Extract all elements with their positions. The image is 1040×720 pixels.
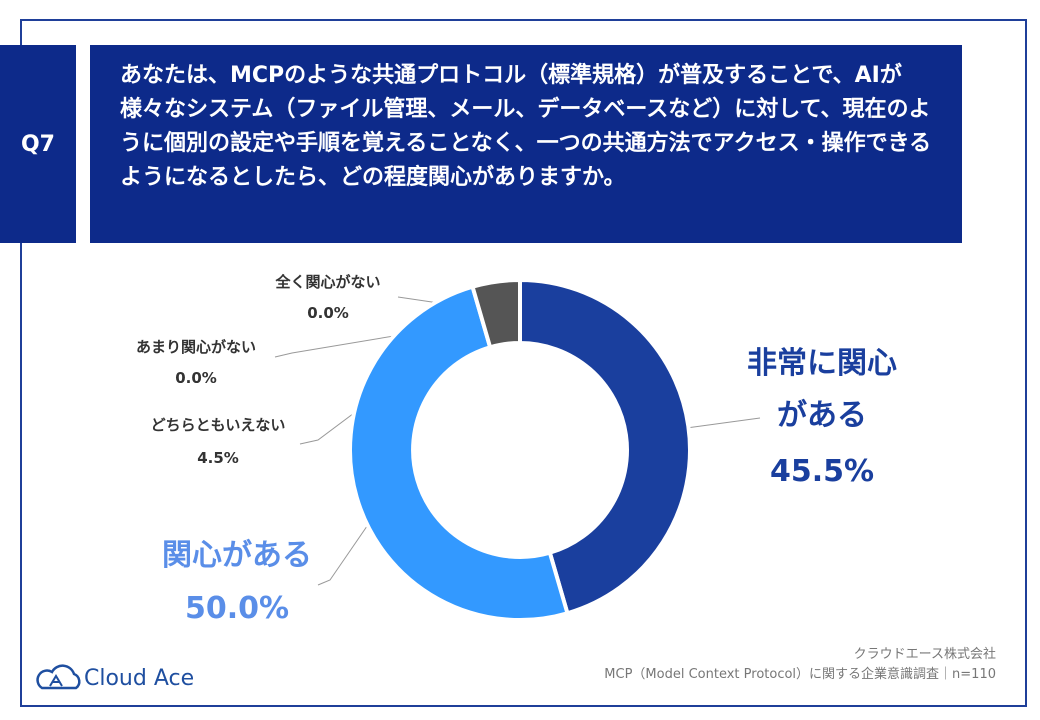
survey: MCP（Model Context Protocol）に関する企業意識調査｜n=… <box>604 667 996 682</box>
logo-icon <box>36 664 81 690</box>
value-label: 4.5% <box>197 449 239 467</box>
value-label: 50.0% <box>184 591 290 626</box>
slice <box>518 277 692 616</box>
company: クラウドエース株式会社 <box>853 647 996 662</box>
value-label: 45.5% <box>769 454 875 489</box>
source: クラウドエース株式会社 MCP（Model Context Protocol）に… <box>604 645 996 685</box>
value-label: 0.0% <box>307 304 349 322</box>
frame <box>20 19 1027 707</box>
badge: Q7 <box>0 45 76 243</box>
category-label: どちらともいえない <box>150 416 286 434</box>
category-label: 全く関心がない <box>275 273 381 291</box>
logo-text: Cloud Ace <box>84 666 195 691</box>
category-label: 関心がある <box>162 538 312 573</box>
value-label: 0.0% <box>175 369 217 387</box>
category-label: 非常に関心がある <box>747 346 897 433</box>
question: あなたは、MCPのような共通プロトコル（標準規格）が普及することで、AIが様々な… <box>90 45 962 243</box>
slice <box>348 284 570 622</box>
category-label: あまり関心がない <box>135 338 257 356</box>
